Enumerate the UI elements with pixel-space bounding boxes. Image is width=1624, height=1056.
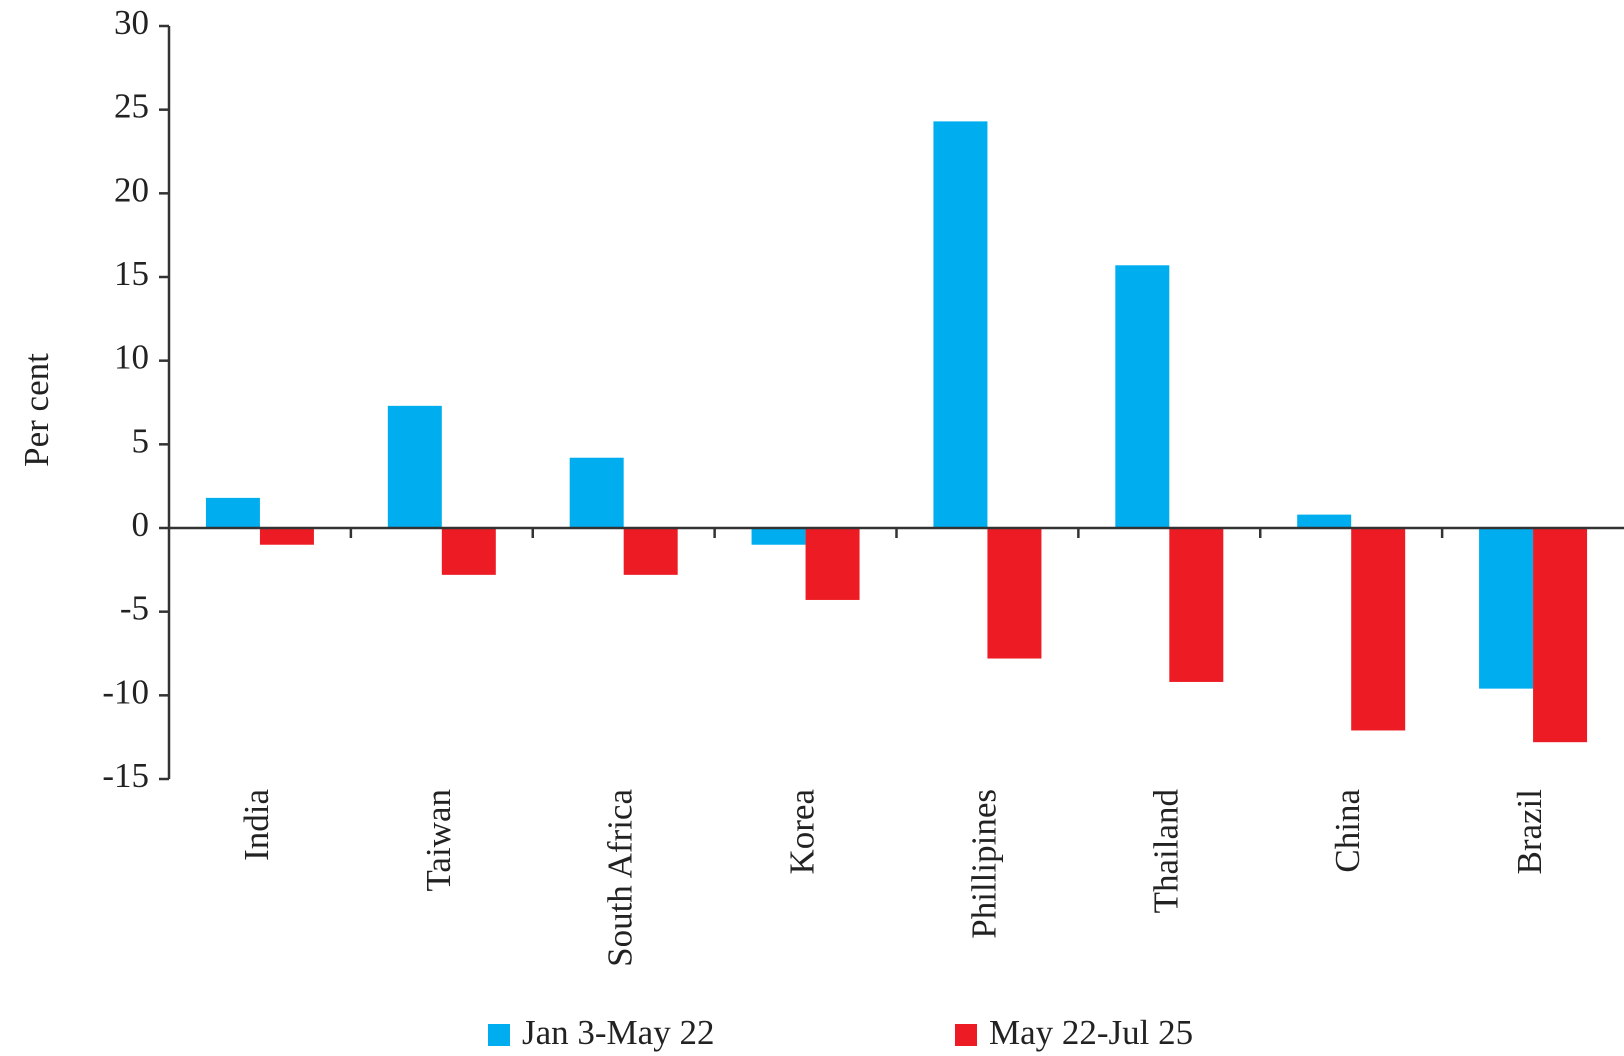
x-tick-label: China: [1328, 789, 1367, 873]
bar: [1169, 528, 1224, 682]
y-tick-label: -5: [120, 589, 149, 628]
bar: [441, 528, 496, 575]
bar: [259, 528, 314, 545]
legend-label: May 22-Jul 25: [989, 1013, 1193, 1052]
y-tick-label: -15: [102, 756, 149, 795]
bar: [623, 528, 678, 575]
y-tick-label: 0: [132, 505, 150, 544]
legend-swatch: [955, 1024, 977, 1046]
bar: [1479, 528, 1534, 689]
x-tick-label: Phillipines: [964, 789, 1003, 939]
legend-swatch: [488, 1024, 510, 1046]
y-tick-label: -10: [102, 672, 149, 711]
y-tick-label: 20: [114, 170, 149, 209]
y-tick-label: 5: [132, 421, 150, 460]
bar: [987, 528, 1042, 659]
x-tick-label: Korea: [783, 789, 822, 875]
y-tick-label: 30: [114, 3, 149, 42]
x-tick-label: Taiwan: [419, 789, 458, 892]
bar: [1297, 514, 1352, 528]
x-tick-label: India: [237, 789, 276, 861]
bar: [205, 497, 260, 528]
bar: [1351, 528, 1406, 731]
y-tick-label: 10: [114, 338, 149, 377]
y-tick-label: 15: [114, 254, 149, 293]
x-tick-label: Brazil: [1510, 789, 1549, 875]
bar: [751, 528, 806, 545]
y-axis-label: Per cent: [17, 353, 56, 467]
x-tick-label: Thailand: [1146, 789, 1185, 914]
bar: [933, 121, 988, 528]
legend-label: Jan 3-May 22: [522, 1013, 714, 1052]
y-tick-label: 25: [114, 87, 149, 126]
bar: [1533, 528, 1588, 743]
bar: [1115, 265, 1170, 528]
bar: [387, 405, 442, 528]
bar: [805, 528, 860, 600]
x-tick-label: South Africa: [601, 789, 640, 967]
bar: [569, 457, 624, 528]
